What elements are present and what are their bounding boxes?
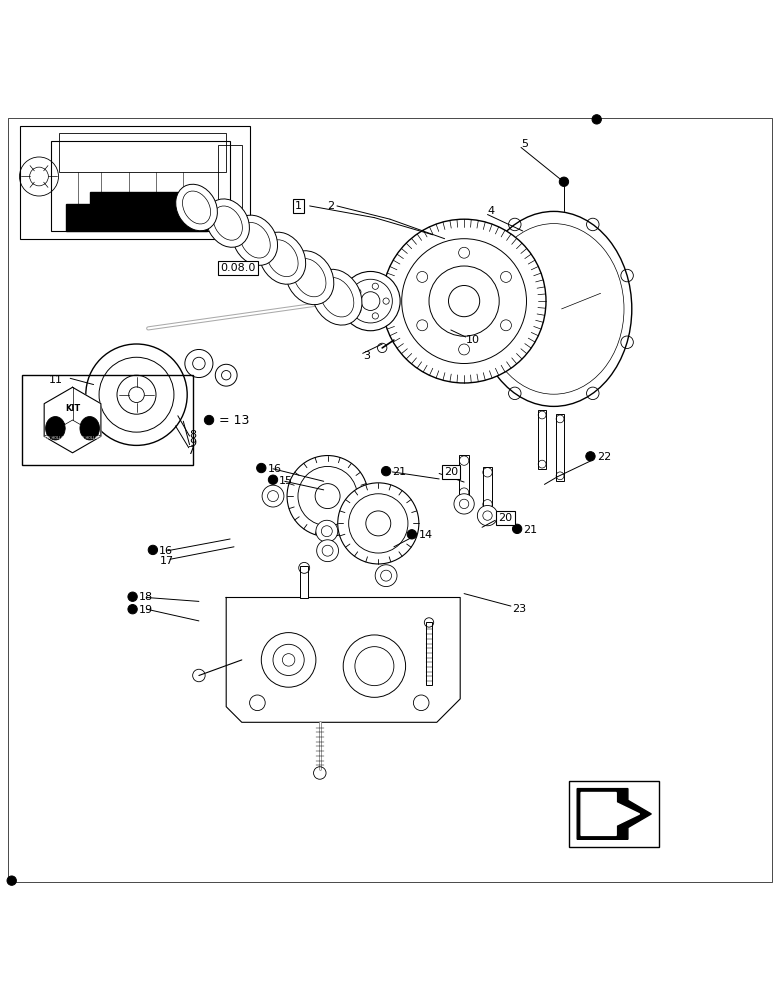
Text: 15: 15 <box>279 476 293 486</box>
Ellipse shape <box>267 240 298 277</box>
Bar <box>51 141 230 231</box>
Text: 18: 18 <box>139 592 153 602</box>
Circle shape <box>262 485 284 507</box>
Polygon shape <box>66 192 207 231</box>
Text: 14: 14 <box>419 530 433 540</box>
Circle shape <box>454 494 474 514</box>
Text: 20: 20 <box>498 513 512 523</box>
Ellipse shape <box>213 206 243 240</box>
Text: 5: 5 <box>521 139 528 149</box>
Ellipse shape <box>476 211 632 406</box>
Text: 21: 21 <box>523 525 537 535</box>
Circle shape <box>86 344 187 445</box>
Ellipse shape <box>176 184 218 231</box>
Circle shape <box>559 177 569 186</box>
Polygon shape <box>226 597 460 722</box>
Circle shape <box>204 415 214 425</box>
Bar <box>218 145 242 219</box>
Circle shape <box>257 463 266 473</box>
Ellipse shape <box>45 417 65 440</box>
Bar <box>569 781 659 847</box>
Circle shape <box>586 452 595 461</box>
Text: 6: 6 <box>58 423 66 433</box>
Ellipse shape <box>320 277 354 317</box>
Bar <box>20 126 250 239</box>
Ellipse shape <box>240 222 270 258</box>
Text: KIT: KIT <box>65 404 80 413</box>
Text: 19: 19 <box>139 605 153 615</box>
Circle shape <box>316 520 338 542</box>
Bar <box>556 414 564 481</box>
Ellipse shape <box>183 191 211 224</box>
Circle shape <box>287 456 368 537</box>
Text: 16: 16 <box>159 546 173 556</box>
Circle shape <box>382 219 546 383</box>
Text: 7: 7 <box>187 446 194 456</box>
Bar <box>22 375 193 465</box>
Text: NEW HOLLAND: NEW HOLLAND <box>76 436 103 440</box>
Text: 16: 16 <box>268 464 282 474</box>
Circle shape <box>148 545 158 555</box>
Text: 20: 20 <box>444 467 458 477</box>
Circle shape <box>317 540 339 562</box>
Polygon shape <box>577 789 651 839</box>
Text: 4: 4 <box>488 206 495 216</box>
Text: 23: 23 <box>512 604 526 614</box>
Text: 8: 8 <box>189 430 196 440</box>
Text: 0.08.0: 0.08.0 <box>220 263 256 273</box>
Bar <box>538 410 546 469</box>
Text: 2: 2 <box>328 201 335 211</box>
Circle shape <box>268 475 278 484</box>
Circle shape <box>128 592 137 601</box>
Circle shape <box>7 876 16 885</box>
Text: 10: 10 <box>466 335 480 345</box>
Text: 3: 3 <box>363 351 370 361</box>
Circle shape <box>512 524 522 534</box>
Circle shape <box>407 530 417 539</box>
Text: NEW HOLLAND: NEW HOLLAND <box>42 436 69 440</box>
Polygon shape <box>44 387 101 453</box>
Bar <box>58 133 226 172</box>
Circle shape <box>185 349 213 378</box>
Bar <box>300 566 308 597</box>
Circle shape <box>592 115 601 124</box>
Text: 22: 22 <box>597 452 611 462</box>
Circle shape <box>341 271 400 331</box>
Ellipse shape <box>259 232 306 284</box>
Bar <box>483 467 492 510</box>
Polygon shape <box>581 792 640 835</box>
Circle shape <box>338 483 419 564</box>
Text: = 13: = 13 <box>219 414 250 427</box>
Bar <box>459 455 469 498</box>
Ellipse shape <box>206 199 250 247</box>
Ellipse shape <box>285 251 334 305</box>
Text: 11: 11 <box>48 375 62 385</box>
Circle shape <box>375 565 397 587</box>
Text: 21: 21 <box>392 467 406 477</box>
Text: 1: 1 <box>296 201 302 211</box>
Ellipse shape <box>80 417 99 440</box>
Text: 17: 17 <box>160 556 174 566</box>
Circle shape <box>215 364 237 386</box>
Ellipse shape <box>312 269 362 325</box>
Circle shape <box>477 505 498 526</box>
Ellipse shape <box>232 215 278 265</box>
Text: 12: 12 <box>51 422 65 432</box>
Circle shape <box>381 466 391 476</box>
Ellipse shape <box>293 259 326 297</box>
Text: 9: 9 <box>189 438 196 448</box>
Bar <box>426 622 432 685</box>
Circle shape <box>128 605 137 614</box>
